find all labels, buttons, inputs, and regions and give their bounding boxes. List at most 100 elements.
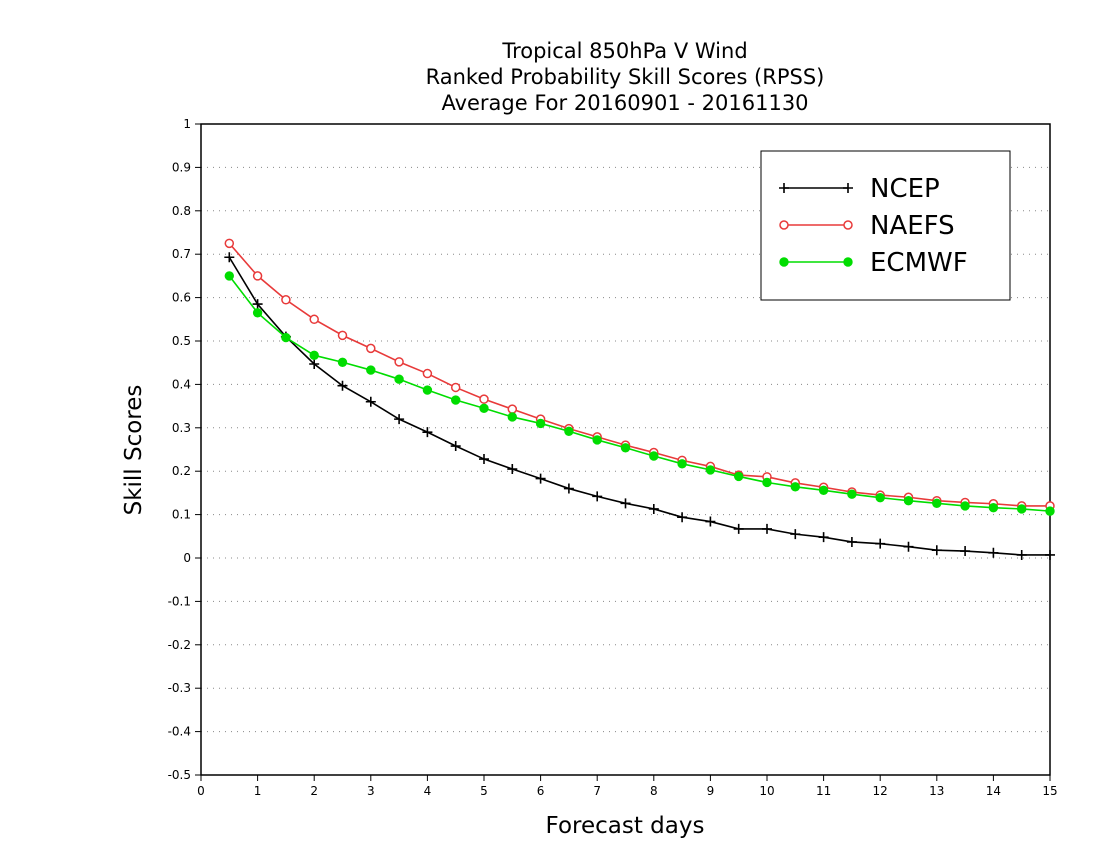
legend-item-ncep: NCEP	[779, 174, 940, 204]
data-point-ncep	[846, 536, 857, 547]
data-point-ecmwf	[960, 501, 970, 511]
y-tick-label: -0.2	[168, 638, 191, 652]
data-point-naefs	[224, 238, 235, 249]
data-point-ecmwf	[818, 485, 829, 495]
data-point-naefs	[366, 343, 376, 354]
data-point-ecmwf	[252, 308, 263, 318]
y-tick-label: 0.4	[172, 377, 191, 391]
legend-label: ECMWF	[870, 248, 968, 278]
data-point-naefs	[252, 271, 263, 281]
legend: NCEP NAEFS ECMWF	[760, 150, 1011, 301]
legend-marker	[779, 183, 789, 193]
x-tick-label: 10	[759, 784, 774, 798]
x-tick-label: 12	[873, 784, 888, 798]
series-ncep	[224, 252, 1055, 560]
data-point-ncep	[592, 491, 603, 502]
data-point-ncep	[677, 512, 688, 523]
data-point-naefs	[281, 295, 291, 305]
data-point-naefs	[507, 404, 518, 414]
data-point-ncep	[960, 546, 971, 557]
axis-ticks: -0.5 -0.4 -0.3 -0.2 -0.1 0 0.1 0.2 0.3 0.4 0.5 0.6 0…	[168, 117, 1058, 798]
series-line-naefs	[228, 242, 1050, 507]
data-point-ncep	[705, 516, 716, 527]
y-axis-label: Skill Scores	[121, 385, 147, 516]
data-point-ncep	[365, 396, 376, 407]
data-point-ncep	[1045, 549, 1055, 560]
data-point-ncep	[450, 441, 461, 452]
y-tick-label: 0	[183, 551, 191, 565]
x-tick-label: 14	[986, 784, 1001, 798]
legend-label: NAEFS	[870, 211, 955, 241]
data-point-ncep	[394, 414, 405, 425]
y-tick-label: 0.9	[172, 160, 191, 174]
x-tick-label: 13	[929, 784, 944, 798]
x-tick-label: 11	[816, 784, 831, 798]
data-point-naefs	[422, 368, 433, 379]
data-point-ecmwf	[620, 443, 631, 453]
data-point-ncep	[535, 473, 546, 484]
x-tick-label: 4	[424, 784, 432, 798]
data-point-ecmwf	[592, 435, 602, 445]
y-tick-label: 0.3	[172, 421, 191, 435]
legend-marker	[843, 183, 853, 193]
x-tick-label: 3	[367, 784, 375, 798]
x-tick-label: 9	[707, 784, 715, 798]
x-tick-label: 7	[593, 784, 601, 798]
y-tick-label: -0.1	[168, 594, 191, 608]
data-point-naefs	[479, 394, 489, 404]
x-tick-label: 1	[254, 784, 262, 798]
legend-marker	[843, 257, 853, 267]
data-point-naefs	[394, 357, 404, 367]
title-line-3: Average For 20160901 - 20161130	[441, 91, 808, 115]
data-point-ncep	[733, 523, 744, 534]
data-point-ecmwf	[422, 385, 433, 395]
data-point-ncep	[224, 252, 235, 263]
data-point-ecmwf	[734, 471, 744, 482]
data-point-ecmwf	[535, 418, 546, 429]
data-point-ecmwf	[224, 271, 235, 281]
data-point-ncep	[309, 359, 320, 370]
data-point-ncep	[1016, 549, 1027, 560]
data-point-ecmwf	[1045, 506, 1055, 516]
data-point-ncep	[762, 523, 772, 534]
data-point-ecmwf	[705, 465, 716, 475]
data-point-naefs	[450, 382, 461, 393]
data-point-ncep	[479, 454, 489, 465]
data-point-ncep	[422, 427, 433, 438]
legend-label: NCEP	[870, 174, 940, 204]
data-point-ecmwf	[790, 482, 800, 492]
data-point-ncep	[620, 498, 631, 509]
x-tick-label: 2	[310, 784, 318, 798]
y-tick-label: 0.6	[172, 291, 191, 305]
data-point-ecmwf	[507, 412, 517, 422]
data-point-naefs	[309, 314, 319, 325]
x-tick-label: 15	[1042, 784, 1057, 798]
data-point-ncep	[903, 541, 914, 552]
data-point-ecmwf	[988, 502, 999, 513]
data-point-ecmwf	[366, 365, 376, 375]
y-tick-label: 0.2	[172, 464, 191, 478]
data-point-ecmwf	[564, 426, 574, 436]
data-point-ecmwf	[762, 477, 772, 488]
data-point-ncep	[648, 503, 659, 514]
data-point-ncep	[252, 299, 263, 310]
data-point-ecmwf	[451, 395, 461, 405]
title-line-2: Ranked Probability Skill Scores (RPSS)	[426, 65, 825, 89]
data-point-ncep	[563, 483, 574, 494]
y-tick-label: 0.1	[172, 508, 191, 522]
y-tick-label: 1	[183, 117, 191, 131]
legend-item-ecmwf: ECMWF	[779, 248, 968, 278]
title-line-1: Tropical 850hPa V Wind	[501, 39, 747, 63]
x-tick-label: 0	[197, 784, 205, 798]
data-point-ecmwf	[649, 451, 659, 461]
data-point-ncep	[988, 547, 999, 558]
series-lines	[224, 238, 1055, 560]
legend-marker	[779, 257, 789, 267]
legend-marker	[779, 220, 789, 230]
data-point-ecmwf	[281, 332, 291, 343]
y-tick-label: 0.8	[172, 204, 191, 218]
data-point-ncep	[790, 529, 801, 540]
data-point-ecmwf	[875, 492, 885, 503]
data-point-ncep	[337, 380, 348, 391]
